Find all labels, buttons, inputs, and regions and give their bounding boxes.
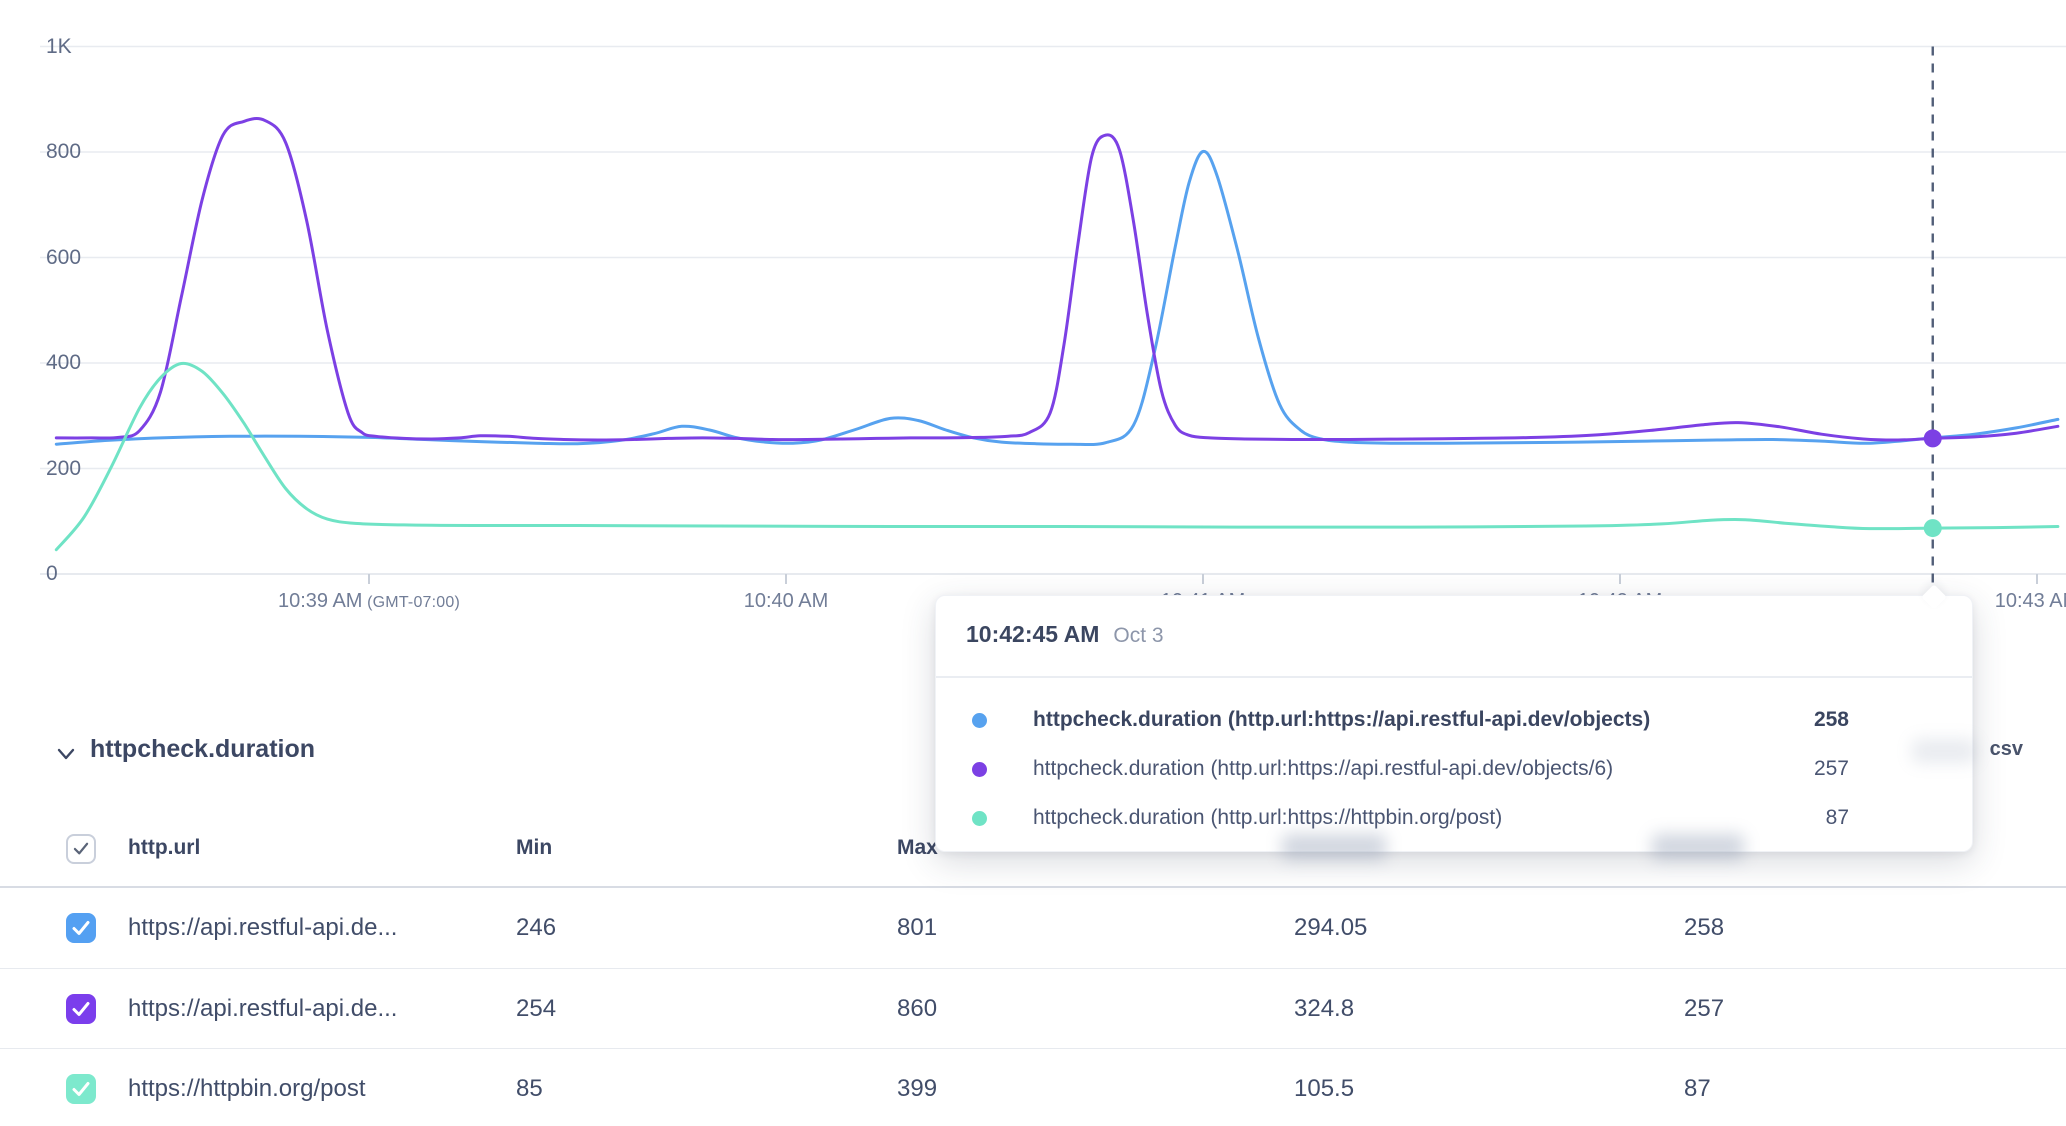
column-header-http-url[interactable]: http.url (128, 836, 201, 859)
tooltip-series-row: httpcheck.duration (http.url:https://api… (936, 696, 1972, 744)
row-checkbox[interactable] (66, 1074, 96, 1104)
cell-avg: 105.5 (1294, 1075, 1355, 1102)
table-header-row: http.url Min Max (0, 810, 2066, 888)
series-dot-icon (972, 761, 987, 777)
cell-url: https://httpbin.org/post (128, 1075, 366, 1102)
cell-avg: 324.8 (1294, 995, 1355, 1022)
tooltip-series-row: httpcheck.duration (http.url:https://api… (936, 745, 1972, 793)
httpcheck-duration-chart[interactable] (0, 0, 2066, 632)
series-dot-icon (972, 712, 987, 728)
table-row[interactable]: https://api.restful-api.de... 254 860 324.8… (0, 968, 2066, 1048)
series-line-teal (54, 361, 2060, 552)
tooltip-series-value: 258 (1813, 708, 1849, 731)
cell-latest: 87 (1684, 1075, 1711, 1102)
tooltip-date: Oct 3 (1113, 624, 1164, 647)
cell-min: 254 (516, 995, 557, 1022)
tooltip-header: 10:42:45 AM Oct 3 (966, 621, 1164, 648)
table-row[interactable]: https://httpbin.org/post 85 399 105.5 87 (0, 1048, 2066, 1126)
chevron-down-icon (54, 748, 78, 769)
tooltip-series-row: httpcheck.duration (http.url:https://htt… (936, 794, 1972, 842)
y-axis-label: 400 (46, 351, 82, 374)
column-header-max[interactable]: Max (897, 836, 938, 859)
tooltip-series-label: httpcheck.duration (http.url:https://api… (1033, 757, 1614, 780)
section-title: httpcheck.duration (90, 735, 316, 763)
column-header-min[interactable]: Min (516, 836, 553, 859)
tooltip-series-label: httpcheck.duration (http.url:https://api… (1033, 708, 1651, 731)
row-checkbox[interactable] (66, 913, 96, 943)
hover-marker-teal (1923, 519, 1942, 538)
check-icon (73, 842, 89, 855)
row-checkbox[interactable] (66, 994, 96, 1024)
cell-url: https://api.restful-api.de... (128, 914, 398, 941)
x-axis-label: 10:40 AM (743, 590, 829, 612)
tooltip-series-label: httpcheck.duration (http.url:https://htt… (1033, 806, 1503, 829)
cell-min: 246 (516, 914, 557, 941)
tooltip-time: 10:42:45 AM (966, 621, 1100, 647)
tooltip-divider (936, 676, 1972, 678)
cell-avg: 294.05 (1294, 914, 1368, 941)
x-axis-label: 10:39 AM (GMT-07:00) (277, 590, 461, 612)
chart-hover-tooltip: 10:42:45 AM Oct 3 httpcheck.duration (htt… (935, 584, 1973, 852)
series-line-purple (54, 116, 2060, 442)
x-axis-label: 10:43 AM (1994, 590, 2066, 612)
cell-min: 85 (516, 1075, 543, 1102)
hover-marker-purple (1923, 429, 1942, 448)
select-all-checkbox[interactable] (66, 834, 96, 864)
y-axis-label: 200 (46, 456, 82, 480)
series-dot-icon (972, 810, 987, 826)
cell-max: 801 (897, 914, 938, 941)
collapse-section-button[interactable] (52, 741, 80, 769)
cell-latest: 258 (1684, 914, 1725, 941)
y-axis-label: 0 (46, 562, 58, 585)
cell-max: 399 (897, 1075, 938, 1102)
y-axis-label: 800 (46, 140, 82, 163)
tooltip-series-value: 257 (1813, 757, 1849, 780)
series-line-blue (54, 149, 2060, 447)
cell-url: https://api.restful-api.de... (128, 995, 398, 1022)
table-row[interactable]: https://api.restful-api.de... 246 801 294.0… (0, 888, 2066, 968)
y-axis-label: 1K (46, 34, 72, 58)
y-axis-label: 600 (46, 245, 82, 269)
download-csv-link[interactable]: csv (1989, 738, 2023, 760)
check-icon (72, 1082, 90, 1096)
cell-max: 860 (897, 995, 938, 1022)
tooltip-series-value: 87 (1825, 806, 1849, 829)
timezone-suffix: (GMT-07:00) (362, 594, 461, 611)
check-icon (72, 921, 90, 935)
metric-section-header: httpcheck.duration csv (0, 731, 2066, 777)
cell-latest: 257 (1684, 995, 1725, 1022)
check-icon (72, 1002, 90, 1016)
